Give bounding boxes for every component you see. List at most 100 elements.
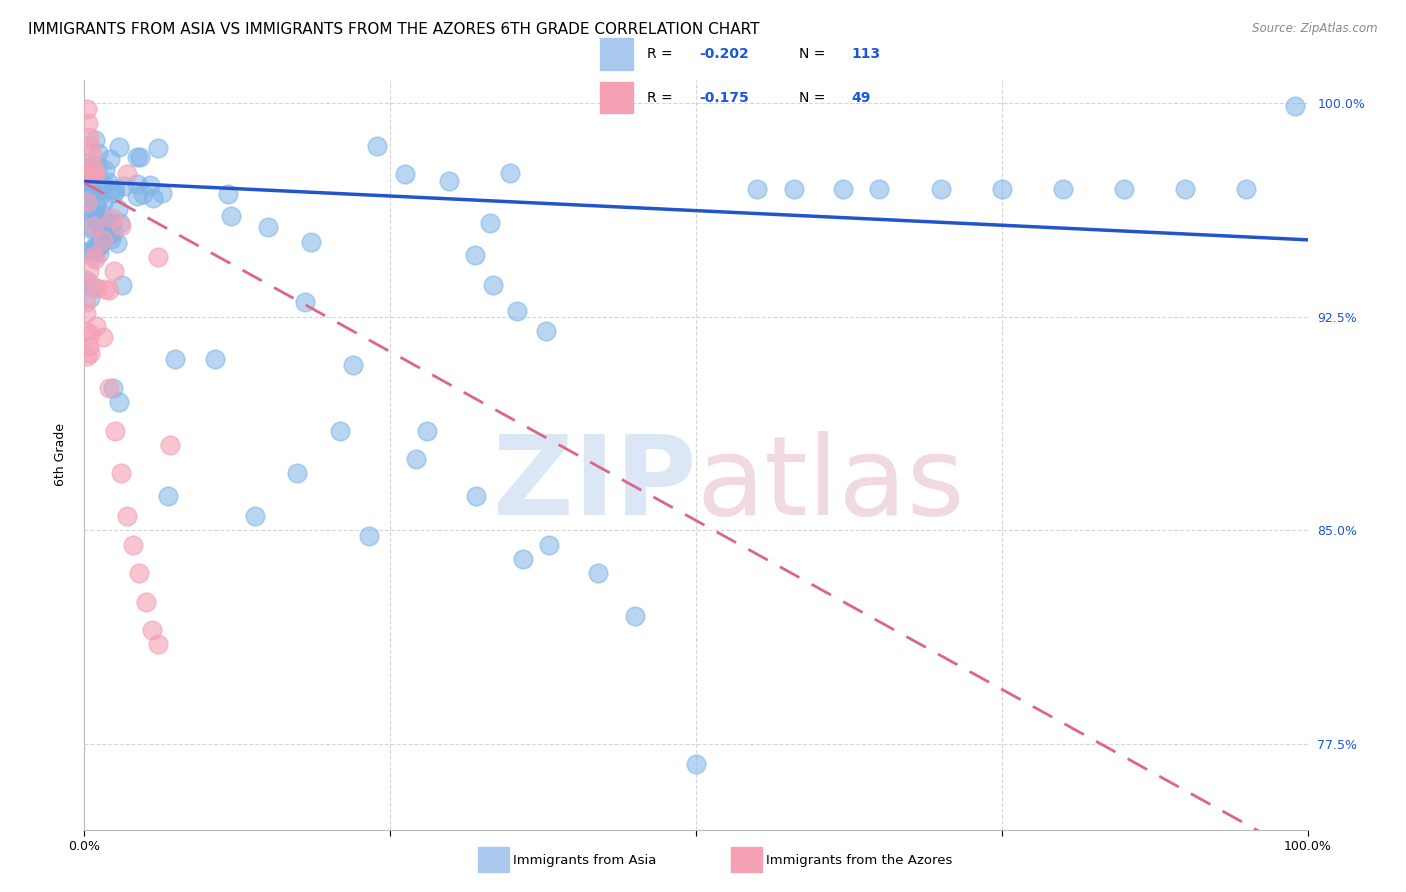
Point: [84, 208, 107, 222]
Point: [128, 566, 150, 581]
Point: [77, 182, 100, 196]
Point: [357, 529, 380, 543]
Point: [512, 552, 534, 566]
Point: [100, 232, 122, 246]
Point: [79, 291, 101, 305]
Point: [82, 280, 104, 294]
Point: [80, 167, 103, 181]
Point: [243, 509, 266, 524]
Point: [79, 326, 101, 341]
Point: [127, 150, 149, 164]
Point: [135, 594, 157, 608]
Text: N =: N =: [799, 47, 830, 61]
Point: [464, 489, 486, 503]
Point: [77, 116, 100, 130]
Point: [1052, 181, 1074, 195]
Point: [76, 102, 98, 116]
Point: [256, 220, 278, 235]
Text: Immigrants from the Azores: Immigrants from the Azores: [766, 855, 953, 867]
Point: [83, 248, 105, 262]
Point: [104, 183, 127, 197]
Point: [405, 452, 427, 467]
Point: [108, 216, 131, 230]
Point: [163, 352, 186, 367]
Point: [831, 181, 853, 195]
Point: [217, 187, 239, 202]
Bar: [600, 38, 634, 70]
Point: [1284, 99, 1306, 113]
Point: [83, 252, 105, 267]
Point: [132, 186, 155, 201]
Point: [394, 167, 416, 181]
Point: [76, 202, 98, 217]
Point: [86, 159, 108, 173]
Point: [108, 395, 131, 409]
Point: [534, 324, 557, 338]
Point: [93, 218, 115, 232]
Point: [75, 190, 97, 204]
Point: [90, 177, 112, 191]
Point: [125, 189, 148, 203]
Point: [146, 637, 169, 651]
Point: [141, 623, 163, 637]
Point: [139, 178, 162, 192]
Point: [89, 237, 111, 252]
Text: -0.175: -0.175: [700, 91, 749, 104]
Point: [86, 281, 108, 295]
Point: [77, 263, 100, 277]
Point: [624, 608, 647, 623]
Text: R =: R =: [647, 47, 676, 61]
Point: [80, 243, 103, 257]
Text: atlas: atlas: [696, 432, 965, 539]
Text: 49: 49: [852, 91, 870, 104]
Point: [127, 177, 149, 191]
Point: [110, 219, 132, 233]
Point: [76, 349, 98, 363]
Point: [76, 275, 98, 289]
Point: [86, 216, 108, 230]
Point: [77, 167, 100, 181]
Point: [115, 167, 138, 181]
Point: [97, 175, 120, 189]
Text: N =: N =: [799, 91, 830, 104]
Point: [75, 157, 97, 171]
Text: IMMIGRANTS FROM ASIA VS IMMIGRANTS FROM THE AZORES 6TH GRADE CORRELATION CHART: IMMIGRANTS FROM ASIA VS IMMIGRANTS FROM …: [28, 22, 759, 37]
Text: R =: R =: [647, 91, 681, 104]
Point: [464, 248, 486, 262]
Text: Immigrants from Asia: Immigrants from Asia: [513, 855, 657, 867]
Point: [93, 163, 115, 178]
Point: [90, 224, 112, 238]
Point: [87, 211, 110, 225]
Point: [83, 239, 105, 253]
Point: [75, 169, 97, 183]
Point: [86, 212, 108, 227]
Point: [111, 277, 134, 292]
Point: [285, 467, 308, 481]
Point: [146, 250, 169, 264]
Point: [94, 282, 117, 296]
Point: [82, 219, 104, 234]
Point: [80, 167, 103, 181]
Point: [90, 207, 112, 221]
Point: [112, 179, 135, 194]
Point: [90, 217, 112, 231]
Point: [83, 171, 105, 186]
Point: [75, 295, 97, 310]
Bar: [600, 82, 634, 113]
Point: [437, 174, 460, 188]
Point: [869, 181, 891, 195]
Point: [110, 467, 132, 481]
Point: [101, 225, 124, 239]
Point: [75, 324, 97, 338]
Point: [506, 304, 529, 318]
Point: [366, 138, 388, 153]
Point: [77, 339, 100, 353]
Point: [86, 146, 108, 161]
Point: [747, 181, 769, 195]
Point: [75, 167, 97, 181]
Point: [83, 219, 105, 233]
Point: [342, 358, 364, 372]
Point: [83, 186, 105, 200]
Point: [101, 211, 124, 225]
Point: [80, 147, 103, 161]
